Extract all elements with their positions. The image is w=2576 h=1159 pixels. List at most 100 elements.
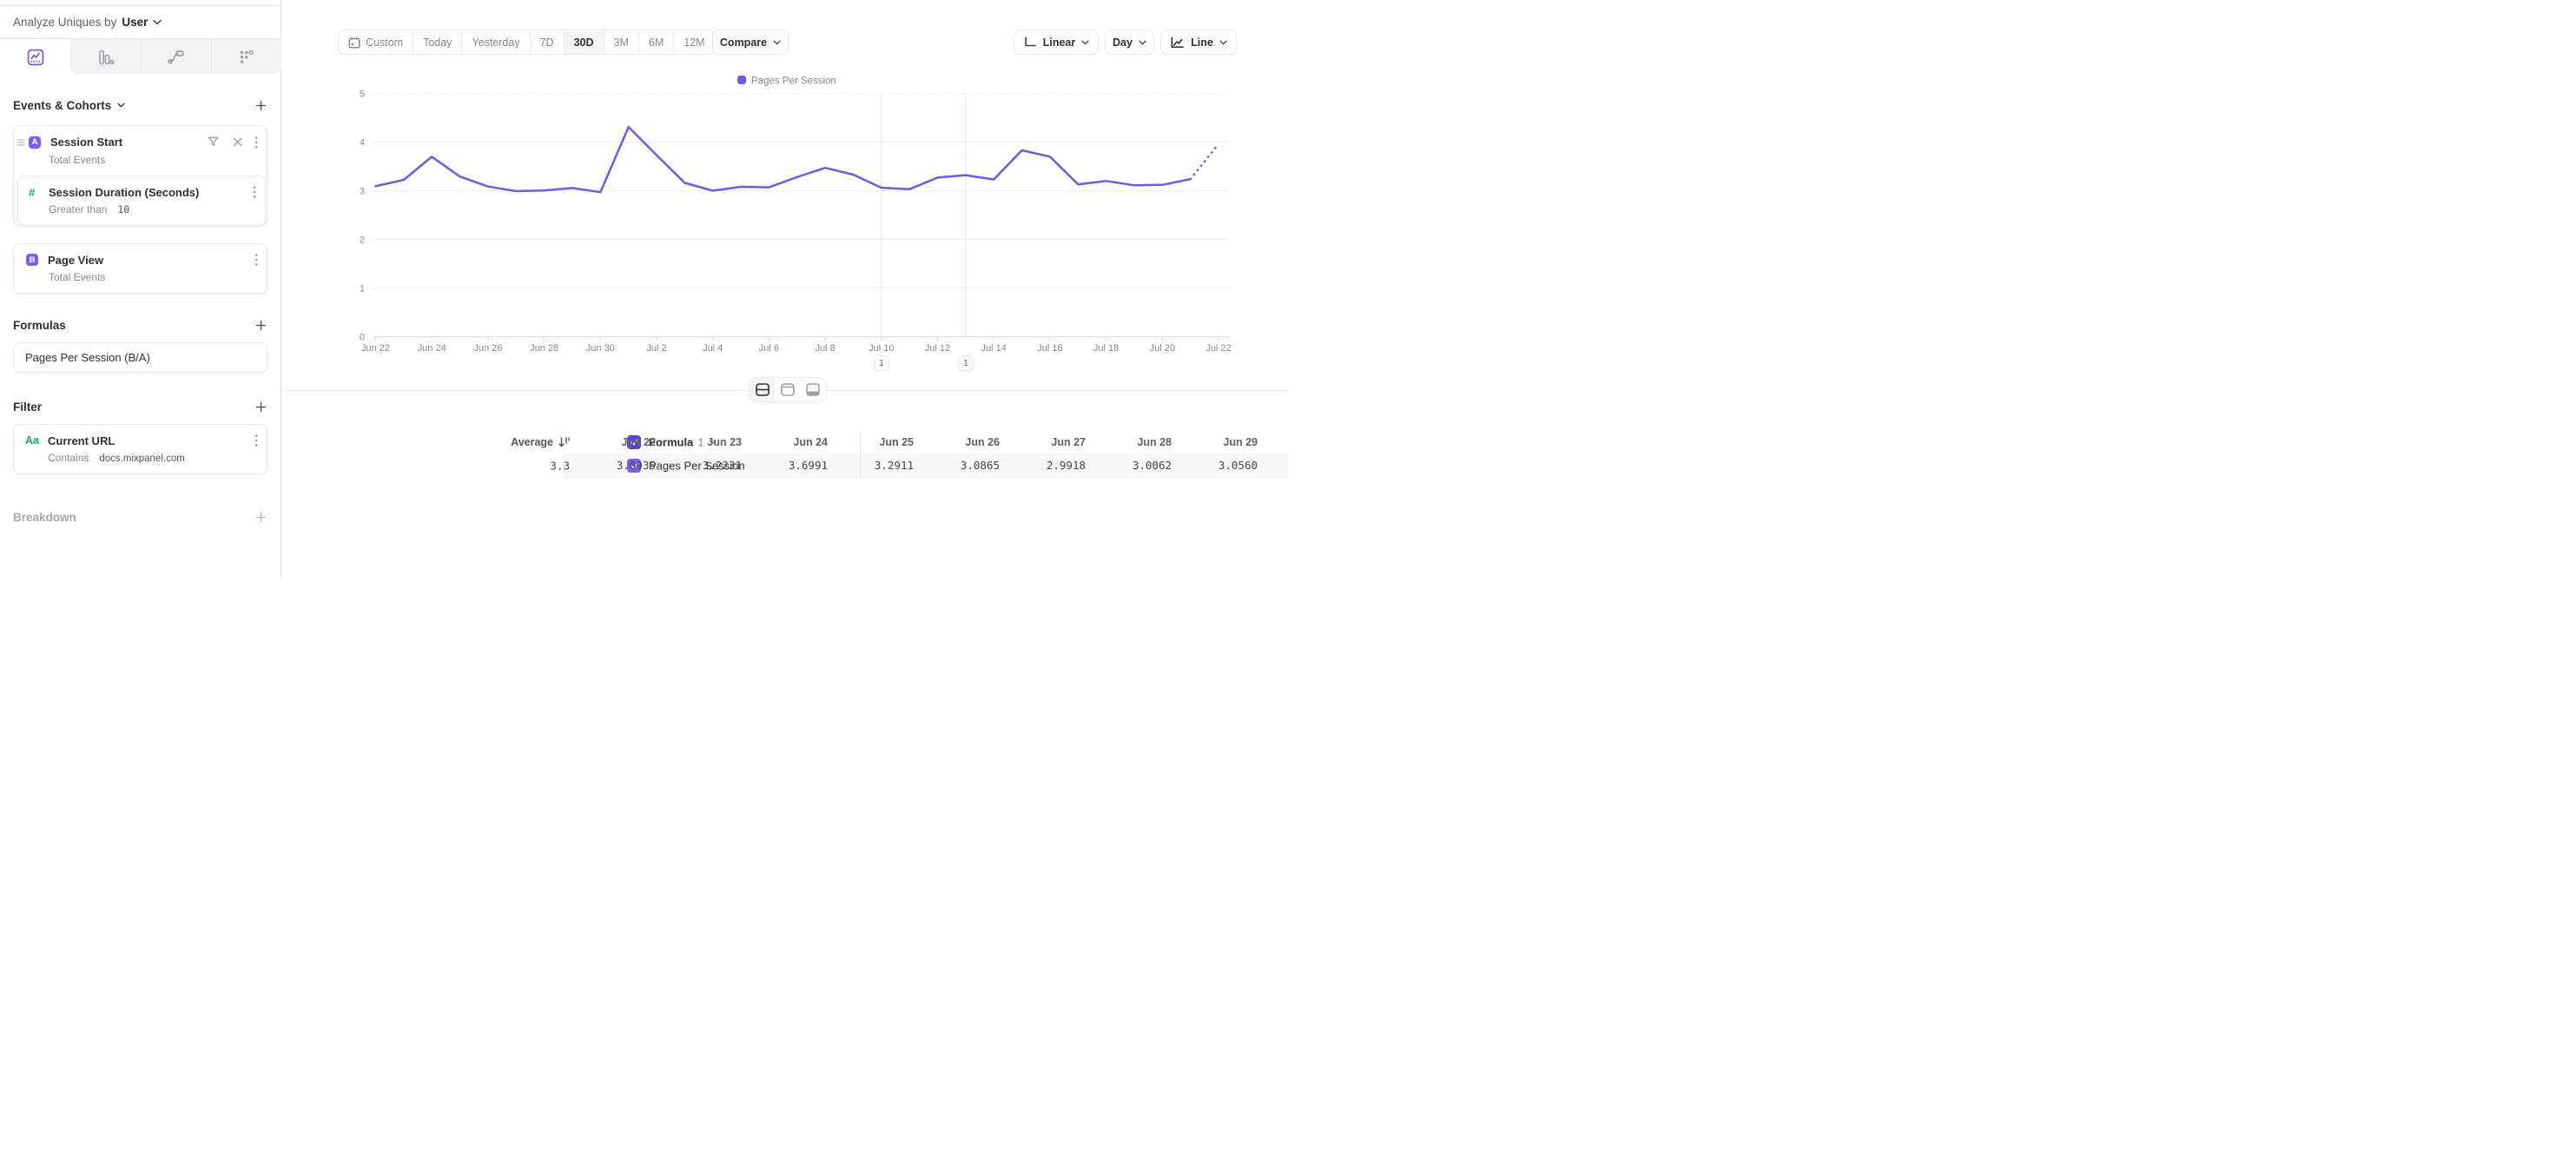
date-value-cells: 3.0935 3.2231 3.6991 3.2911 3.0865 2.9918 3.00… [570, 454, 1258, 477]
event-a-actions [206, 135, 258, 149]
table-col-header[interactable]: Jun 28 [1137, 435, 1172, 448]
filter-value[interactable]: docs.mixpanel.com [99, 454, 185, 464]
scale-label: Linear [1042, 36, 1076, 49]
calendar-icon [348, 36, 360, 48]
kebab-menu-icon[interactable] [254, 434, 258, 447]
formula-series-dropdown[interactable]: Formula 1 [649, 435, 717, 448]
property-row: # Session Duration (Seconds) [18, 176, 265, 199]
tab-retention[interactable] [211, 39, 281, 75]
series-label: Formula [649, 435, 694, 448]
filter-actions [254, 434, 258, 447]
tab-insights-line[interactable] [0, 39, 70, 75]
analyze-uniques-bar: Analyze Uniques by User [0, 5, 281, 38]
event-name[interactable]: Session Start [50, 136, 123, 149]
property-card-session-duration[interactable]: # Session Duration (Seconds) Greater tha… [17, 176, 266, 226]
layout-chart-only-button[interactable] [775, 378, 800, 401]
event-card-page-view[interactable]: B Page View Total Events [13, 243, 268, 294]
layout-toggle-group [749, 377, 827, 402]
drag-handle-icon[interactable] [17, 138, 25, 147]
add-event-button[interactable] [254, 99, 268, 112]
event-measure[interactable]: Total Events [49, 154, 106, 166]
filter-property-name[interactable]: Current URL [48, 434, 116, 447]
range-6m[interactable]: 6M [637, 30, 673, 54]
filter-card-current-url[interactable]: Aa Current URL Contains docs.mixpanel.com [13, 424, 268, 474]
table-col-header[interactable]: Jun 23 [707, 435, 742, 448]
table-cell-value: 3.6991 [788, 459, 828, 472]
select-all-checkbox[interactable] [627, 434, 641, 449]
range-3m[interactable]: 3M [603, 30, 638, 54]
filter-row: Aa Current URL [14, 425, 267, 447]
table-cell-value: 3.2911 [874, 459, 914, 472]
event-b-row: B Page View [14, 244, 267, 267]
chevron-down-icon [117, 103, 125, 108]
kebab-menu-icon[interactable] [254, 253, 258, 267]
table-col-header[interactable]: Jun 24 [793, 435, 828, 448]
number-property-icon: # [29, 185, 36, 199]
row-checkbox[interactable] [627, 458, 641, 473]
layout-table-only-button[interactable] [801, 378, 826, 401]
table-data-row[interactable]: Pages Per Session 3.3 3.0935 3.2231 3.6991… [550, 454, 1288, 478]
table-col-header[interactable]: Jun 26 [965, 435, 1000, 448]
formulas-header: Formulas [13, 317, 268, 333]
chart-type-button[interactable]: Line [1160, 30, 1237, 55]
formula-card[interactable]: Pages Per Session (B/A) [13, 342, 268, 373]
bar-chart-icon [98, 50, 115, 64]
filter-funnel-icon[interactable] [206, 135, 221, 149]
range-custom[interactable]: Custom [339, 30, 413, 54]
kebab-menu-icon[interactable] [253, 185, 256, 199]
sort-descending-icon [558, 436, 570, 447]
layout-split-view-button[interactable] [750, 378, 776, 401]
chevron-down-icon [773, 40, 781, 44]
range-12m[interactable]: 12M [673, 30, 714, 54]
average-sort-header[interactable]: Average [511, 436, 570, 448]
table-cell-value: 3.0865 [960, 459, 1000, 472]
analyze-value-dropdown[interactable]: User [122, 15, 149, 29]
property-value[interactable]: 10 [117, 203, 130, 215]
table-cell-value: 3.2231 [702, 459, 742, 472]
property-name[interactable]: Session Duration (Seconds) [49, 185, 200, 199]
property-actions [253, 185, 256, 199]
tab-divider [211, 39, 212, 74]
filter-operator[interactable]: Contains [48, 452, 89, 464]
remove-icon[interactable] [231, 136, 244, 149]
event-card-session-start[interactable]: A Session Start Total Events # Session D… [13, 125, 268, 226]
query-builder-sidebar: Analyze Uniques by User [0, 0, 281, 580]
series-index: 1 [697, 435, 704, 448]
tab-divider [141, 39, 142, 74]
tab-bar-chart[interactable] [70, 39, 141, 75]
add-formula-button[interactable] [254, 319, 268, 332]
kebab-menu-icon[interactable] [254, 136, 258, 149]
annotation-chip-Jul-13[interactable]: 1 [957, 355, 974, 371]
retention-icon [240, 50, 254, 63]
range-today[interactable]: Today [413, 30, 461, 54]
filter-title: Filter [13, 400, 43, 414]
table-col-header[interactable]: Jun 22 [621, 435, 656, 448]
range-yesterday[interactable]: Yesterday [461, 30, 529, 54]
event-measure[interactable]: Total Events [49, 271, 106, 283]
insights-chart-icon [27, 49, 43, 65]
line-chart-icon [1171, 36, 1185, 48]
table-col-header[interactable]: Jun 25 [879, 435, 914, 448]
property-operator[interactable]: Greater than [49, 203, 108, 215]
table-col-header[interactable]: Jun 29 [1223, 435, 1258, 448]
events-cohorts-label: Events & Cohorts [13, 98, 112, 112]
formula-name[interactable]: Pages Per Session (B/A) [25, 351, 150, 364]
scale-button[interactable]: Linear [1014, 30, 1099, 55]
range-30d[interactable]: 30D [563, 30, 604, 54]
chart-type-label: Line [1191, 36, 1213, 49]
add-breakdown-button[interactable] [254, 511, 268, 524]
table-col-header[interactable]: Jun 27 [1051, 435, 1086, 448]
add-filter-button[interactable] [254, 401, 268, 414]
annotation-chip-Jul-10[interactable]: 1 [873, 355, 889, 371]
interval-button[interactable]: Day [1105, 30, 1154, 55]
compare-button[interactable]: Compare [712, 30, 789, 55]
linear-axis-icon [1025, 36, 1036, 47]
chevron-down-icon [708, 440, 717, 444]
table-header-row: Formula 1 Average Jun 22 Jun 23 Jun 24 Jun … [511, 430, 1288, 454]
chevron-down-icon [1139, 40, 1146, 44]
event-name[interactable]: Page View [48, 253, 104, 267]
chart-only-icon [781, 383, 795, 396]
tab-flows[interactable] [141, 39, 211, 75]
events-cohorts-title: Events & Cohorts [13, 99, 125, 112]
range-7d[interactable]: 7D [529, 30, 564, 54]
